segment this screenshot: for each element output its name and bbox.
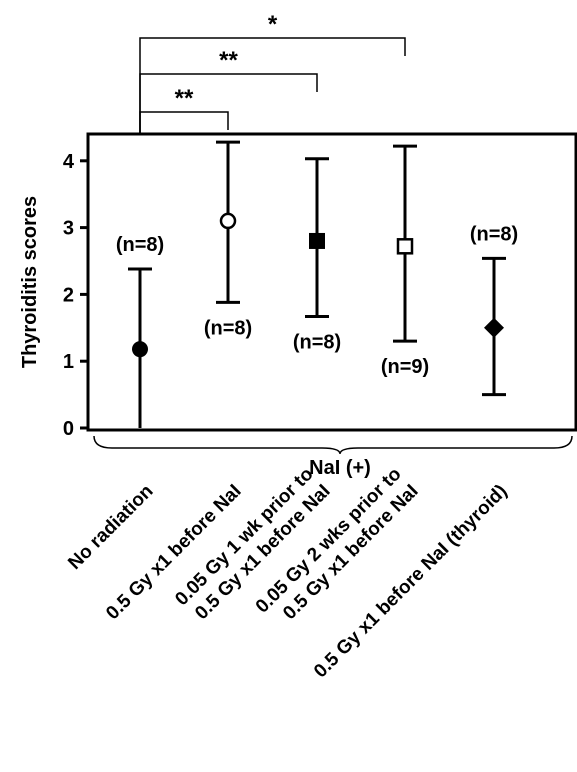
data-point <box>132 341 148 358</box>
x-tick-label-line: No radiation <box>64 481 157 574</box>
data-points: (n=8) (n=8) (n=8) (n=9) (n=8) <box>116 140 518 428</box>
n-label: (n=9) <box>381 356 429 378</box>
n-label: (n=8) <box>116 234 164 256</box>
x-tick-label: No radiation <box>64 481 157 574</box>
data-point <box>484 317 504 338</box>
y-tick-label: 2 <box>63 284 74 306</box>
significance-label: ** <box>175 85 194 112</box>
y-tick-label: 3 <box>63 218 74 240</box>
significance-brackets: ***** <box>139 11 406 134</box>
n-label: (n=8) <box>293 331 341 353</box>
group-label: NaI (+) <box>309 457 371 479</box>
x-tick-label-line: 0.5 Gy x1 before NaI (thyroid) <box>310 481 512 683</box>
plot-frame <box>86 132 577 432</box>
plot-border <box>86 132 577 432</box>
y-tick-label: 1 <box>63 351 74 373</box>
y-tick-label: 0 <box>63 418 74 440</box>
y-axis-label: Thyroiditis scores <box>19 196 41 368</box>
n-label: (n=8) <box>204 317 252 339</box>
data-point <box>309 232 325 249</box>
y-axis: 0 1 2 3 4 <box>63 151 88 440</box>
significance-label: ** <box>219 47 238 74</box>
y-tick-label: 4 <box>63 151 75 173</box>
group-brace-path <box>93 435 573 455</box>
n-label: (n=8) <box>470 223 518 245</box>
x-tick-label: 0.5 Gy x1 before NaI (thyroid) <box>310 481 512 683</box>
group-brace <box>93 435 573 455</box>
data-point <box>396 238 414 255</box>
significance-bracket <box>139 37 406 134</box>
data-point <box>219 212 237 230</box>
significance-bracket <box>139 111 229 134</box>
significance-label: * <box>268 11 278 38</box>
